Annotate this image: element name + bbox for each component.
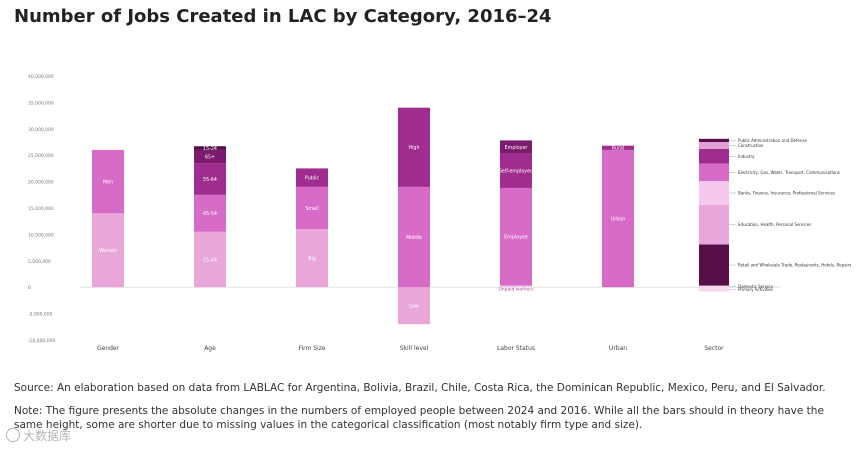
category-label: Skill level [400,345,429,352]
bar-segment [602,149,634,288]
bar-segment [194,149,226,164]
segment-label: Banks, Finance, Insurance, Professional … [738,190,835,195]
bar-segment [699,204,729,245]
segment-label: Primary Activities [738,287,773,292]
y-tick-label: -5,000,000 [28,312,53,318]
chart-title: Number of Jobs Created in LAC by Categor… [14,6,552,27]
bar-segment [296,229,328,288]
segment-label: Rural [612,146,624,152]
bar-segment [398,186,430,288]
bar-segment [500,153,532,188]
bar-segment [699,163,729,182]
segment-label: Education, Health, Personal Services [738,222,811,227]
y-tick-label: 30,000,000 [28,127,54,133]
segment-label: Unpaid workers [499,286,535,292]
category-label: Sector [704,345,724,352]
bar-segment [194,194,226,232]
category-label: Age [204,345,216,352]
segment-label: Big [308,256,316,262]
segment-label: High [408,145,419,151]
bar-segment [500,187,532,286]
category-label: Labor Status [497,345,535,352]
bar-segment [398,107,430,187]
bar-segment [296,186,328,230]
bar-segment [699,142,729,149]
segment-label: 55-64 [203,177,217,183]
segment-label: 25-44 [203,257,217,263]
figure-note: Note: The figure presents the absolute c… [14,405,824,431]
category-label: Urban [609,345,627,352]
bar-segment [699,287,729,292]
bar-segment [194,231,226,288]
segment-label: Retail and Wholesale Trade, Restaurants,… [738,263,851,268]
y-tick-label: 5,000,000 [28,259,51,265]
y-tick-label: -10,000,000 [28,338,56,344]
bar-segment [699,181,729,205]
y-tick-label: 35,000,000 [28,100,54,106]
watermark-text: 大数据库 [23,429,72,443]
bar-segment [296,168,328,187]
bar-segment [602,145,634,150]
bar-segment [194,163,226,195]
segment-label: Public Administration and Defense [738,138,807,143]
segment-label: Industry [738,154,755,159]
watermark: 大数据库 [6,427,71,444]
segment-label: Public [305,175,320,181]
y-tick-label: 40,000,000 [28,74,54,80]
segment-label: Men [103,179,113,185]
y-tick-label: 15,000,000 [28,206,54,212]
segment-label: Employee [504,235,528,241]
y-tick-label: 25,000,000 [28,153,54,159]
segment-label: Middle [406,235,422,241]
source-note: Source: An elaboration based on data fro… [14,382,826,394]
bar-segment [699,285,729,288]
segment-label: 45-54 [203,211,217,217]
segment-label: Urban [611,216,626,222]
bar-segment [699,244,729,286]
bar-segment [699,148,729,164]
bar-segment [194,146,226,150]
bar-segment [699,138,729,142]
segment-label: Self-employed [499,169,533,175]
bar-segment [92,213,124,288]
bar-segment [500,285,532,288]
segment-label: 65+ [205,154,215,160]
y-tick-label: 10,000,000 [28,232,54,238]
segment-label: Domestic Service [738,284,773,289]
y-tick-label: 20,000,000 [28,180,54,186]
segment-label: Low [409,303,419,309]
stacked-bar-chart: 40,000,000 35,000,000 30,000,000 25,000,000… [28,74,851,352]
bar-segment [500,140,532,154]
y-tick-label: 0 [28,285,31,291]
segment-label: Women [99,248,117,254]
bar-segment [398,287,430,325]
segment-label: Construction [738,143,764,148]
category-label: Gender [97,345,120,352]
segment-label: Small [305,206,318,212]
segment-label: Employer [505,145,528,151]
watermark-logo-icon [6,428,20,442]
bar-segment [92,149,124,214]
segment-label: 15-24 [203,146,217,152]
segment-label: Electricity, Gas, Water, Transport, Comm… [738,170,840,175]
category-label: Firm Size [298,345,325,352]
